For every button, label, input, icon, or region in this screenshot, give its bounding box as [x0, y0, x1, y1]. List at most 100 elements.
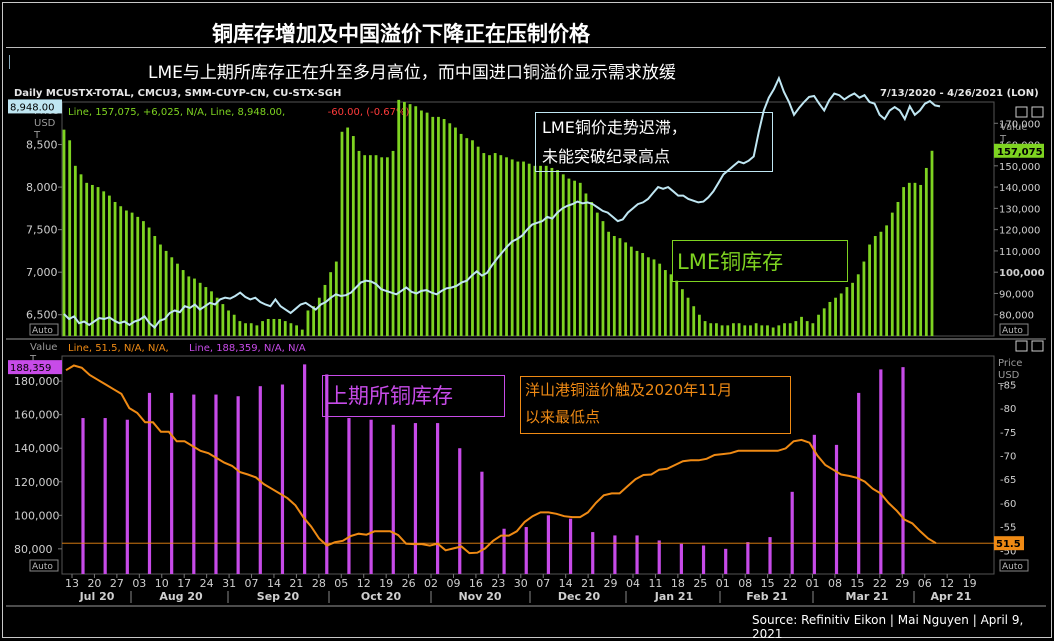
lme-price-annotation-line2: 未能突破纪录高点 — [542, 147, 671, 166]
lme-price-current-tag — [8, 99, 62, 114]
x-month-label: Sep 20 — [257, 590, 300, 603]
lme-stock-bar — [283, 321, 287, 336]
lme-stock-annotation: LME铜库存 — [672, 240, 848, 282]
lme-stock-bar — [839, 293, 843, 336]
lme-stock-bar — [760, 325, 764, 336]
auto-button-frame — [999, 323, 1029, 336]
x-month-label: Mar 21 — [846, 590, 889, 603]
lme-stock-bar — [164, 250, 168, 336]
x-month-label: Apr 21 — [931, 590, 972, 603]
lme-stock-bar — [295, 325, 299, 336]
premium-current-value: 51.5 — [996, 539, 1021, 550]
x-tick-label: 21 — [289, 577, 303, 590]
lme-stock-bar — [488, 155, 491, 336]
lme-stock-bar — [187, 276, 191, 336]
bottom-right-tick: -55 — [1000, 523, 1016, 534]
bottom-left-axis-label: T — [29, 354, 37, 365]
lme-stock-bar — [709, 323, 713, 336]
lme-stock-bar — [794, 321, 798, 336]
bottom-right-tick: -65 — [1000, 475, 1016, 486]
lme-stock-current-tag — [994, 143, 1044, 158]
x-month-label: Feb 21 — [746, 590, 788, 603]
title-divider — [6, 47, 1046, 48]
lme-stock-bar — [726, 325, 730, 336]
bottom-plot-area — [61, 355, 995, 575]
bottom-legend-entry: Line, 188,359, N/A, N/A — [189, 343, 306, 354]
shfe-stock-bar — [125, 419, 129, 574]
auto-button-label: Auto — [32, 326, 53, 336]
x-month-label: Aug 20 — [159, 590, 203, 603]
lme-stock-bar — [550, 167, 554, 336]
lme-stock-bar — [737, 323, 741, 336]
premium-current-tag — [994, 536, 1024, 551]
lme-stock-bar — [567, 178, 571, 336]
lme-stock-bar — [573, 180, 576, 336]
lme-stock-bar — [924, 167, 928, 336]
auto-button-label: Auto — [1002, 562, 1023, 572]
x-tick-label: 15 — [850, 577, 864, 590]
lme-stock-bar — [646, 257, 650, 336]
shfe-stock-bar — [857, 392, 861, 574]
lme-stock-bar — [62, 129, 66, 336]
lme-stock-bar — [68, 140, 72, 336]
lme-stock-bar — [624, 242, 628, 336]
lme-stock-bar — [788, 323, 792, 336]
top-left-axis-label: T — [33, 130, 41, 141]
premium-annotation: 洋山港铜溢价触及2020年11月 以来最低点 — [520, 376, 791, 434]
lme-stock-bar — [340, 131, 344, 336]
lme-stock-bar — [363, 155, 367, 336]
lme-stock-bar — [73, 165, 77, 336]
lme-stock-bar — [402, 102, 406, 336]
lme-stock-bar — [215, 297, 219, 336]
top-right-tick: 150,000 — [999, 162, 1040, 173]
lme-stock-bar — [641, 253, 645, 336]
x-tick-label: 13 — [65, 577, 79, 590]
lme-stock-bar — [902, 187, 906, 336]
x-tick-label: 10 — [155, 577, 169, 590]
lme-stock-bar — [607, 231, 611, 336]
shfe-stock-bar — [214, 394, 218, 574]
shfe-stock-bar — [391, 424, 395, 574]
lme-stock-bar — [471, 140, 474, 336]
x-tick-label: 19 — [379, 577, 393, 590]
top-right-axis-label: Value — [1000, 122, 1027, 133]
lme-stock-bar — [907, 182, 911, 336]
lme-stock-bar — [527, 163, 531, 336]
shfe-stock-bar — [524, 527, 528, 574]
shfe-stock-bar — [679, 543, 683, 574]
shfe-stock-bar — [613, 535, 617, 574]
top-left-tick: 7,500 — [26, 224, 58, 237]
lme-stock-bar — [834, 297, 837, 336]
shfe-stock-bar — [657, 540, 661, 574]
bottom-right-axis-label: USD — [998, 370, 1020, 381]
shfe-stock-bar — [236, 396, 240, 574]
lme-stock-bar — [414, 106, 418, 336]
lme-stock-bar — [306, 310, 310, 336]
lme-price-annotation-line1: LME铜价走势迟滞， — [542, 118, 687, 137]
lme-stock-bar — [153, 236, 157, 336]
top-left-axis-label: USD — [34, 118, 56, 129]
shfe-stock-bar — [701, 545, 706, 574]
shfe-stock-bar — [147, 392, 152, 574]
x-tick-label: 12 — [357, 577, 371, 590]
lme-stock-bar — [420, 110, 423, 336]
lme-stock-bar — [680, 289, 684, 336]
text-cursor — [9, 55, 10, 69]
lme-stock-bar — [868, 244, 871, 336]
lme-stock-bar — [856, 274, 860, 336]
x-tick-label: 01 — [716, 577, 730, 590]
lme-stock-bar — [408, 104, 412, 336]
lme-stock-bar — [885, 225, 889, 336]
lme-stock-bar — [578, 182, 582, 336]
lme-price-annotation: LME铜价走势迟滞， 未能突破纪录高点 — [535, 112, 773, 172]
lme-stock-bar — [618, 238, 622, 336]
chart-date-range: 7/13/2020 - 4/26/2021 (LON) — [880, 88, 1039, 99]
x-tick-label: 29 — [604, 577, 618, 590]
shfe-stock-bar — [790, 491, 794, 574]
shfe-stock-bar — [280, 384, 285, 574]
auto-button-frame — [999, 559, 1029, 572]
bottom-right-axis-label: Price — [998, 358, 1022, 369]
bottom-left-tick: 180,000 — [14, 375, 60, 388]
lme-stock-bar — [811, 323, 815, 336]
lme-stock-bar — [879, 231, 883, 336]
